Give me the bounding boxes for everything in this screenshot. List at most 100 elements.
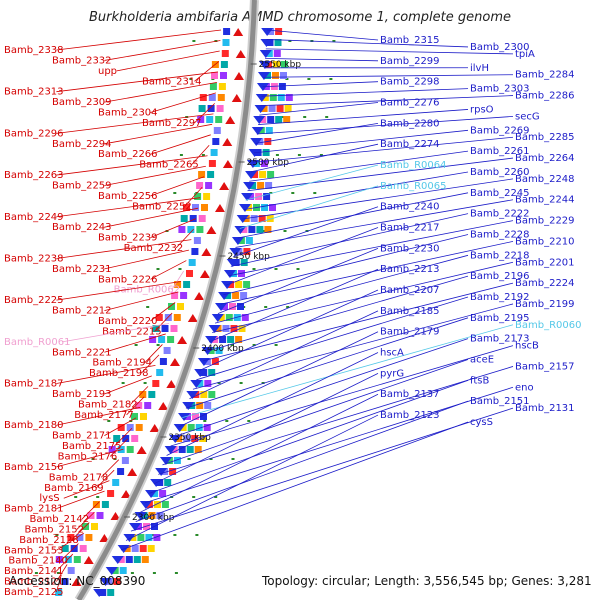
minus-gene-label-4[interactable]: Bamb_2313 [4, 87, 64, 98]
minus-gene-label-21[interactable]: Bamb_2231 [52, 264, 112, 275]
plus-gene-label-30[interactable]: Bamb_2230 [380, 243, 440, 254]
plus-gene-label-4[interactable]: ilvH [470, 63, 489, 74]
minus-gene-label-8[interactable]: Bamb_2296 [4, 128, 64, 139]
plus-gene-label-11[interactable]: secG [515, 111, 540, 122]
plus-gene-label-13[interactable]: Bamb_2269 [470, 125, 530, 136]
plus-gene-label-24[interactable]: Bamb_2240 [380, 202, 440, 213]
plus-gene-label-6[interactable]: Bamb_2298 [380, 77, 440, 88]
minus-gene-label-49[interactable]: Bamb_2140 [8, 556, 68, 567]
plus-gene-label-14[interactable]: Bamb_2285 [515, 132, 575, 143]
minus-gene-label-12[interactable]: Bamb_2263 [4, 170, 64, 181]
plus-gene-label-45[interactable]: hscA [380, 348, 404, 359]
minus-gene-label-26[interactable]: Bamb_2220 [98, 316, 158, 327]
plus-gene-label-35[interactable]: Bamb_2224 [515, 278, 575, 289]
plus-gene-label-21[interactable]: Bamb_R0065 [380, 181, 446, 192]
plus-gene-label-47[interactable]: Bamb_2157 [515, 361, 575, 372]
plus-gene-label-50[interactable]: eno [515, 382, 534, 393]
plus-gene-label-51[interactable]: Bamb_2137 [380, 389, 440, 400]
minus-gene-label-40[interactable]: Bamb_2156 [4, 462, 64, 473]
plus-gene-label-17[interactable]: Bamb_2264 [515, 153, 575, 164]
plus-gene-label-7[interactable]: Bamb_2303 [470, 84, 530, 95]
plus-gene-label-36[interactable]: Bamb_2207 [380, 285, 440, 296]
plus-gene-label-22[interactable]: Bamb_2245 [470, 188, 530, 199]
minus-gene-label-46[interactable]: Bamb_2152 [24, 524, 84, 535]
minus-gene-label-25[interactable]: Bamb_2212 [52, 306, 112, 317]
minus-gene-label-9[interactable]: Bamb_2294 [52, 139, 112, 150]
plus-gene-label-12[interactable]: Bamb_2280 [380, 118, 440, 129]
minus-gene-label-31[interactable]: Bamb_2198 [89, 368, 149, 379]
plus-gene-label-0[interactable]: Bamb_2315 [380, 35, 440, 46]
minus-gene-label-24[interactable]: Bamb_2225 [4, 295, 64, 306]
minus-gene-label-28[interactable]: Bamb_R0061 [4, 337, 70, 348]
plus-gene-label-43[interactable]: Bamb_2173 [470, 334, 530, 345]
plus-gene-label-42[interactable]: Bamb_2179 [380, 327, 440, 338]
minus-gene-label-42[interactable]: Bamb_2169 [44, 483, 104, 494]
minus-gene-label-41[interactable]: Bamb_2178 [49, 472, 109, 483]
plus-gene-label-33[interactable]: Bamb_2213 [380, 264, 440, 275]
minus-gene-label-52[interactable]: Bamb_2125 [4, 587, 64, 598]
minus-gene-label-18[interactable]: Bamb_2239 [98, 233, 158, 244]
minus-gene-label-23[interactable]: Bamb_R0062 [114, 285, 180, 296]
plus-gene-label-40[interactable]: Bamb_2195 [470, 313, 530, 324]
minus-gene-label-3[interactable]: Bamb_2314 [142, 76, 202, 87]
minus-gene-label-2[interactable]: upp [98, 66, 117, 77]
plus-gene-label-29[interactable]: Bamb_2210 [515, 236, 575, 247]
plus-gene-label-27[interactable]: Bamb_2217 [380, 223, 440, 234]
plus-gene-label-31[interactable]: Bamb_2218 [470, 250, 530, 261]
minus-gene-label-11[interactable]: Bamb_2265 [139, 160, 199, 171]
minus-gene-label-39[interactable]: Bamb_2176 [58, 452, 118, 463]
minus-gene-label-17[interactable]: Bamb_2243 [52, 222, 112, 233]
minus-gene-label-45[interactable]: Bamb_2142 [30, 514, 90, 525]
minus-gene-label-33[interactable]: Bamb_2193 [52, 389, 112, 400]
minus-gene-label-15[interactable]: Bamb_2252 [132, 201, 192, 212]
plus-gene-label-44[interactable]: hscB [515, 341, 539, 352]
plus-gene-label-38[interactable]: Bamb_2199 [515, 299, 575, 310]
plus-gene-label-25[interactable]: Bamb_2222 [470, 209, 530, 220]
minus-gene-label-0[interactable]: Bamb_2338 [4, 45, 64, 56]
plus-gene-label-5[interactable]: Bamb_2284 [515, 70, 575, 81]
minus-gene-label-34[interactable]: Bamb_2182 [78, 399, 138, 410]
minus-gene-label-37[interactable]: Bamb_2171 [52, 431, 112, 442]
minus-gene-label-27[interactable]: Bamb_2215 [102, 326, 162, 337]
plus-gene-label-18[interactable]: Bamb_R0064 [380, 160, 446, 171]
minus-gene-label-50[interactable]: Bamb_2141 [4, 566, 64, 577]
plus-gene-label-48[interactable]: pyrG [380, 368, 404, 379]
plus-gene-label-28[interactable]: Bamb_2228 [470, 229, 530, 240]
plus-gene-label-10[interactable]: rpsO [470, 104, 494, 115]
minus-gene-label-32[interactable]: Bamb_2187 [4, 379, 64, 390]
plus-gene-label-37[interactable]: Bamb_2192 [470, 292, 530, 303]
plus-gene-label-32[interactable]: Bamb_2201 [515, 257, 575, 268]
minus-gene-label-47[interactable]: Bamb_2128 [19, 535, 79, 546]
plus-gene-label-15[interactable]: Bamb_2274 [380, 139, 440, 150]
minus-gene-label-38[interactable]: Bamb_2175 [62, 441, 122, 452]
plus-gene-label-19[interactable]: Bamb_2260 [470, 167, 530, 178]
plus-gene-label-20[interactable]: Bamb_2248 [515, 174, 575, 185]
minus-gene-label-13[interactable]: Bamb_2259 [52, 181, 112, 192]
minus-gene-label-10[interactable]: Bamb_2266 [98, 149, 158, 160]
plus-gene-label-55[interactable]: cysS [470, 417, 493, 428]
plus-gene-label-52[interactable]: Bamb_2151 [470, 396, 530, 407]
minus-gene-label-19[interactable]: Bamb_2232 [124, 243, 184, 254]
plus-gene-label-53[interactable]: Bamb_2131 [515, 403, 575, 414]
minus-gene-label-51[interactable]: Bamb_2121 [4, 577, 64, 588]
minus-gene-label-36[interactable]: Bamb_2180 [4, 420, 64, 431]
plus-gene-label-16[interactable]: Bamb_2261 [470, 146, 530, 157]
minus-gene-label-30[interactable]: Bamb_2194 [92, 358, 152, 369]
minus-gene-label-7[interactable]: Bamb_2297 [142, 118, 202, 129]
minus-gene-label-6[interactable]: Bamb_2304 [98, 108, 158, 119]
plus-gene-label-2[interactable]: tpiA [515, 49, 535, 60]
minus-gene-label-22[interactable]: Bamb_2226 [98, 274, 158, 285]
plus-gene-label-49[interactable]: ftsB [470, 375, 489, 386]
plus-gene-label-1[interactable]: Bamb_2300 [470, 42, 530, 53]
minus-gene-label-43[interactable]: lysS [39, 493, 59, 504]
plus-gene-label-3[interactable]: Bamb_2299 [380, 56, 440, 67]
minus-gene-label-14[interactable]: Bamb_2256 [98, 191, 158, 202]
plus-gene-label-54[interactable]: Bamb_2123 [380, 410, 440, 421]
plus-gene-label-46[interactable]: aceE [470, 354, 494, 365]
minus-gene-label-16[interactable]: Bamb_2249 [4, 212, 64, 223]
plus-gene-label-34[interactable]: Bamb_2196 [470, 271, 530, 282]
plus-gene-label-8[interactable]: Bamb_2286 [515, 91, 575, 102]
minus-gene-label-48[interactable]: Bamb_2153 [4, 545, 64, 556]
minus-gene-label-29[interactable]: Bamb_2221 [52, 347, 112, 358]
plus-gene-label-39[interactable]: Bamb_2185 [380, 306, 440, 317]
